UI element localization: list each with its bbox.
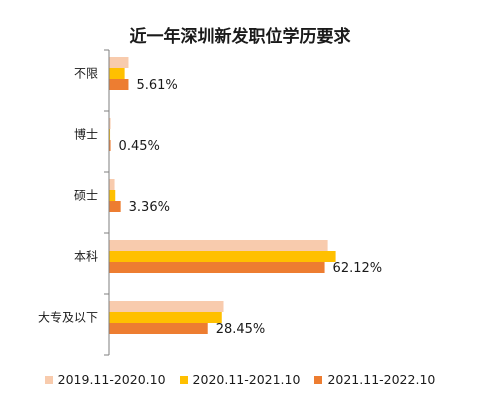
- data-label: 28.45%: [216, 322, 266, 337]
- category-label: 本科: [74, 250, 98, 264]
- chart-legend: 2019.11-2020.10 2020.11-2021.10 2021.11-20…: [0, 372, 480, 387]
- legend-swatch: [314, 375, 323, 384]
- legend-item: 2021.11-2022.10: [314, 372, 435, 387]
- legend-label: 2019.11-2020.10: [57, 372, 166, 387]
- data-label: 62.12%: [333, 261, 383, 276]
- legend-label: 2020.11-2021.10: [192, 372, 301, 387]
- data-label: 5.61%: [136, 78, 177, 93]
- bar: [109, 79, 129, 90]
- bar: [109, 68, 125, 79]
- bar: [109, 240, 328, 251]
- bar: [109, 301, 224, 312]
- legend-label: 2021.11-2022.10: [327, 372, 436, 387]
- legend-item: 2019.11-2020.10: [44, 372, 166, 387]
- bar: [109, 201, 121, 212]
- bar: [109, 179, 115, 190]
- legend-swatch: [179, 375, 188, 384]
- bar: [109, 118, 111, 129]
- legend-item: 2020.11-2021.10: [179, 372, 301, 387]
- chart-title: 近一年深圳新发职位学历要求: [129, 27, 351, 47]
- bar: [109, 190, 116, 201]
- bar: [109, 312, 222, 323]
- category-label: 不限: [74, 67, 98, 81]
- category-label: 博士: [74, 127, 98, 142]
- data-label: 0.45%: [119, 139, 160, 154]
- bar: [109, 129, 111, 140]
- bar: [109, 323, 208, 334]
- category-label: 硕士: [74, 189, 98, 203]
- bar: [109, 57, 129, 68]
- data-label: 3.36%: [129, 200, 170, 215]
- bar: [109, 262, 325, 273]
- legend-swatch: [44, 375, 53, 384]
- bar: [109, 140, 111, 151]
- bar: [109, 251, 336, 262]
- category-label: 大专及以下: [38, 310, 98, 325]
